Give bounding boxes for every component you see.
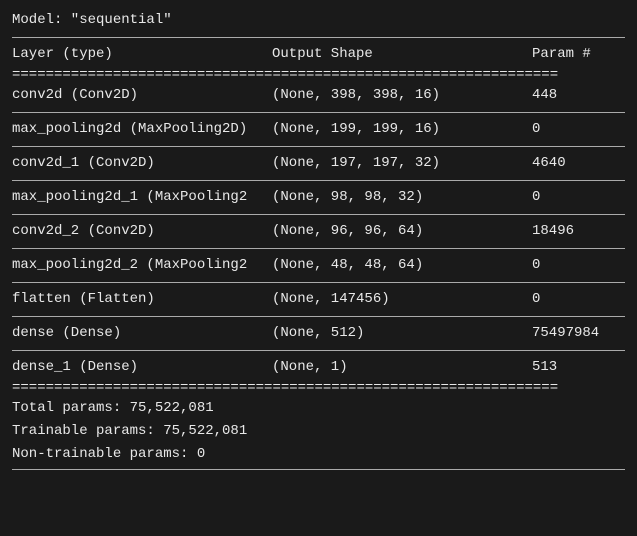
row-separator	[12, 180, 625, 181]
cell-param: 75497984	[532, 323, 625, 344]
table-row: conv2d_2 (Conv2D)(None, 96, 96, 64)18496	[12, 219, 625, 244]
rows-container: conv2d (Conv2D)(None, 398, 398, 16)448 ma…	[12, 83, 625, 380]
double-rule-2: ========================================…	[12, 380, 625, 396]
table-row: conv2d (Conv2D)(None, 398, 398, 16)448	[12, 83, 625, 108]
header-row: Layer (type) Output Shape Param #	[12, 42, 625, 67]
cell-layer: conv2d_1 (Conv2D)	[12, 153, 272, 174]
cell-output: (None, 98, 98, 32)	[272, 187, 532, 208]
header-param: Param #	[532, 44, 625, 65]
footer-total: Total params: 75,522,081	[12, 396, 625, 419]
cell-param: 4640	[532, 153, 625, 174]
cell-layer: conv2d (Conv2D)	[12, 85, 272, 106]
table-row: dense (Dense)(None, 512)75497984	[12, 321, 625, 346]
cell-output: (None, 512)	[272, 323, 532, 344]
cell-param: 0	[532, 255, 625, 276]
cell-output: (None, 48, 48, 64)	[272, 255, 532, 276]
table-row: max_pooling2d (MaxPooling2D)(None, 199, …	[12, 117, 625, 142]
footer-nontrainable: Non-trainable params: 0	[12, 442, 625, 465]
cell-param: 513	[532, 357, 625, 378]
cell-output: (None, 96, 96, 64)	[272, 221, 532, 242]
cell-param: 0	[532, 187, 625, 208]
cell-output: (None, 147456)	[272, 289, 532, 310]
cell-output: (None, 398, 398, 16)	[272, 85, 532, 106]
cell-output: (None, 199, 199, 16)	[272, 119, 532, 140]
cell-param: 18496	[532, 221, 625, 242]
cell-layer: conv2d_2 (Conv2D)	[12, 221, 272, 242]
row-separator	[12, 146, 625, 147]
cell-output: (None, 197, 197, 32)	[272, 153, 532, 174]
header-output: Output Shape	[272, 44, 532, 65]
cell-layer: flatten (Flatten)	[12, 289, 272, 310]
rule-bottom	[12, 469, 625, 470]
table-row: flatten (Flatten)(None, 147456)0	[12, 287, 625, 312]
table-row: dense_1 (Dense)(None, 1)513	[12, 355, 625, 380]
cell-param: 0	[532, 289, 625, 310]
double-rule-1: ========================================…	[12, 67, 625, 83]
footer-trainable: Trainable params: 75,522,081	[12, 419, 625, 442]
cell-layer: max_pooling2d (MaxPooling2D)	[12, 119, 272, 140]
table-row: max_pooling2d_1 (MaxPooling2(None, 98, 9…	[12, 185, 625, 210]
table-row: max_pooling2d_2 (MaxPooling2(None, 48, 4…	[12, 253, 625, 278]
table-row: conv2d_1 (Conv2D)(None, 197, 197, 32)464…	[12, 151, 625, 176]
rule-top	[12, 37, 625, 38]
cell-layer: dense (Dense)	[12, 323, 272, 344]
cell-layer: max_pooling2d_1 (MaxPooling2	[12, 187, 272, 208]
row-separator	[12, 248, 625, 249]
row-separator	[12, 112, 625, 113]
model-name: Model: "sequential"	[12, 10, 625, 31]
row-separator	[12, 350, 625, 351]
row-separator	[12, 316, 625, 317]
row-separator	[12, 282, 625, 283]
cell-param: 0	[532, 119, 625, 140]
cell-param: 448	[532, 85, 625, 106]
cell-layer: max_pooling2d_2 (MaxPooling2	[12, 255, 272, 276]
cell-output: (None, 1)	[272, 357, 532, 378]
row-separator	[12, 214, 625, 215]
cell-layer: dense_1 (Dense)	[12, 357, 272, 378]
header-layer: Layer (type)	[12, 44, 272, 65]
